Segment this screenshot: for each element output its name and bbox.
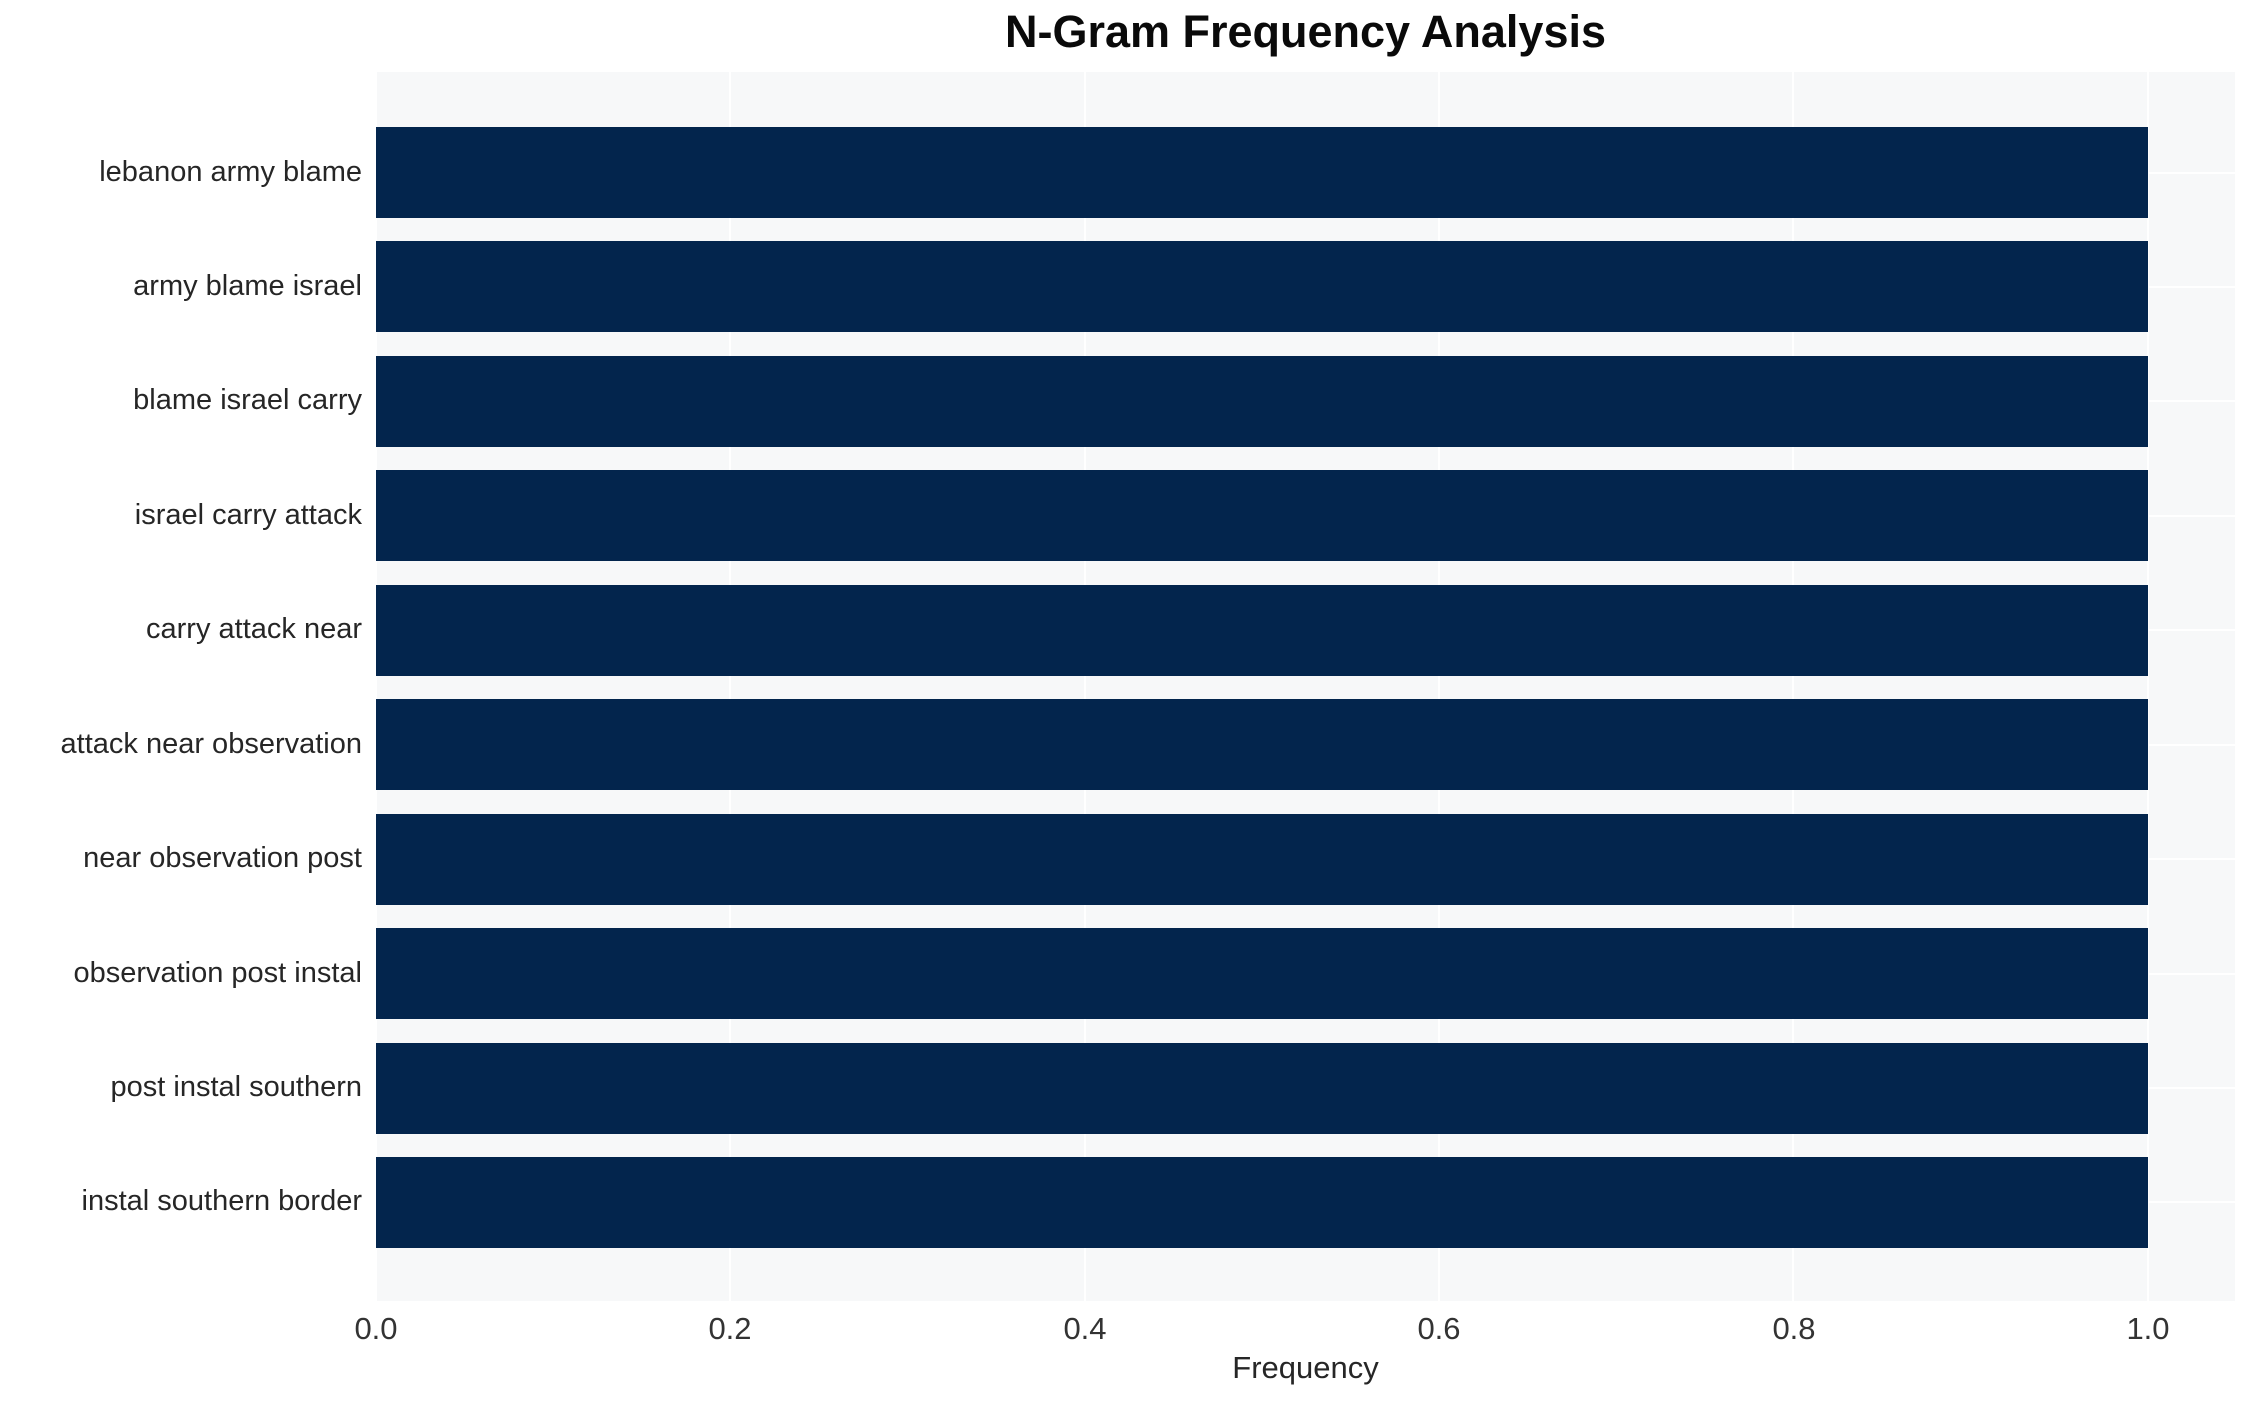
y-axis-label: israel carry attack — [134, 498, 362, 531]
bar-row: near observation post — [0, 813, 2235, 905]
bar-row: post instal southern — [0, 1042, 2235, 1134]
bar-track — [376, 241, 2235, 333]
bar-row: lebanon army blame — [0, 127, 2235, 218]
bar-track — [376, 1042, 2235, 1134]
x-tick-label: 0.6 — [1417, 1311, 1461, 1346]
x-tick-label: 0.4 — [1063, 1311, 1107, 1346]
gridline-vertical — [376, 72, 377, 1301]
x-tick-label: 1.0 — [2126, 1311, 2170, 1346]
y-axis-label: post instal southern — [110, 1071, 362, 1104]
bar — [376, 1156, 2149, 1248]
bar-row: army blame israel — [0, 241, 2235, 333]
bar — [376, 1042, 2149, 1134]
bar-rows: lebanon army blame army blame israel bla… — [0, 72, 2235, 1301]
x-tick-label: 0.2 — [708, 1311, 752, 1346]
bar-row: israel carry attack — [0, 470, 2235, 562]
bar — [376, 355, 2149, 447]
bar — [376, 928, 2149, 1020]
gridline-vertical — [1792, 72, 1794, 1301]
chart-title: N-Gram Frequency Analysis — [1004, 6, 1607, 57]
bar-track — [376, 127, 2235, 218]
y-axis-label: blame israel carry — [133, 384, 362, 417]
x-axis: 0.0 0.2 0.4 0.6 0.8 1.0 — [0, 1311, 2256, 1346]
bar — [376, 584, 2149, 676]
bar-track — [376, 584, 2235, 676]
gridline-vertical — [1084, 72, 1086, 1301]
bar — [376, 470, 2149, 562]
x-axis-title: Frequency — [1232, 1350, 1379, 1385]
bar — [376, 813, 2149, 905]
bar — [376, 127, 2149, 218]
bar — [376, 699, 2149, 791]
bar-track — [376, 928, 2235, 1020]
y-axis-label: near observation post — [83, 842, 362, 875]
bar-row: instal southern border — [0, 1156, 2235, 1248]
gridline-vertical — [2147, 72, 2149, 1301]
bar-track — [376, 355, 2235, 447]
bar-row: attack near observation — [0, 699, 2235, 791]
y-axis-label: carry attack near — [146, 613, 362, 646]
y-axis-label: army blame israel — [133, 269, 362, 302]
y-axis-label: instal southern border — [81, 1185, 363, 1218]
y-axis-label: attack near observation — [60, 727, 362, 760]
bar — [376, 241, 2149, 333]
bar-row: carry attack near — [0, 584, 2235, 676]
bar-track — [376, 470, 2235, 562]
y-axis-label: lebanon army blame — [99, 155, 362, 188]
gridline-vertical — [1438, 72, 1440, 1301]
bar-track — [376, 813, 2235, 905]
bar-row: blame israel carry — [0, 355, 2235, 447]
bar-track — [376, 1156, 2235, 1248]
x-tick-label: 0.0 — [354, 1311, 398, 1346]
gridline-vertical — [729, 72, 731, 1301]
x-tick-label: 0.8 — [1772, 1311, 1816, 1346]
bar-track — [376, 699, 2235, 791]
bar-row: observation post instal — [0, 928, 2235, 1020]
y-axis-label: observation post instal — [73, 956, 362, 989]
